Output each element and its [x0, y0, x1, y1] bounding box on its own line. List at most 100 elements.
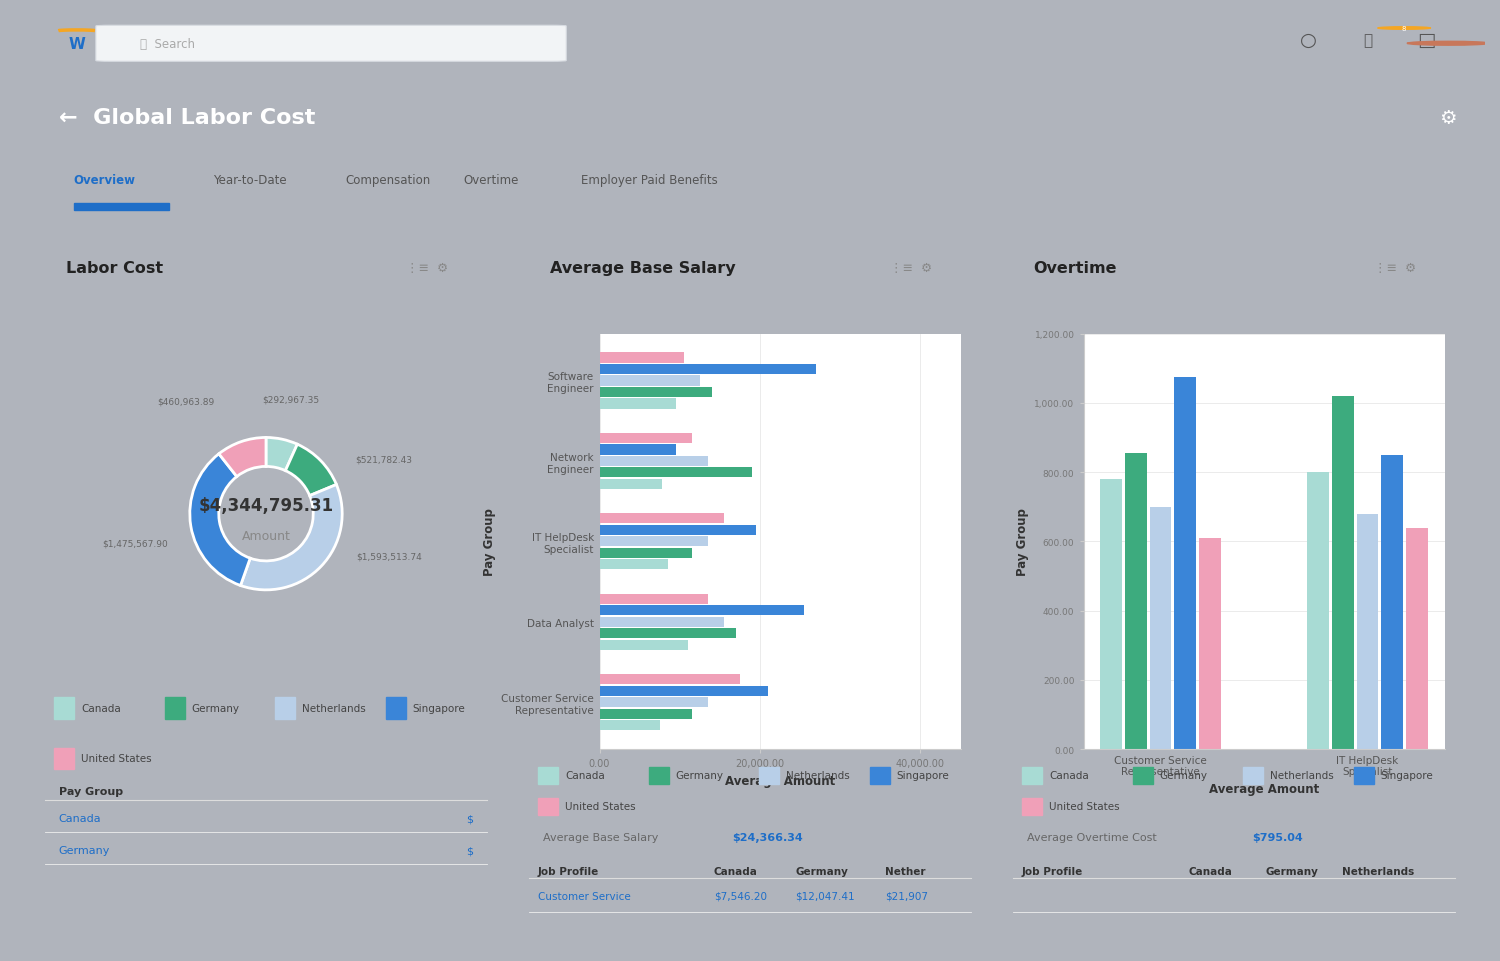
Bar: [386, 698, 406, 719]
Bar: [1406, 528, 1428, 750]
Bar: [1100, 480, 1122, 750]
Text: $1,475,567.90: $1,475,567.90: [102, 538, 168, 548]
Bar: [1132, 767, 1154, 784]
Text: Singapore: Singapore: [897, 770, 950, 780]
Text: Germany: Germany: [1266, 866, 1318, 875]
Wedge shape: [219, 438, 266, 477]
Text: Average Overtime Cost: Average Overtime Cost: [1026, 832, 1156, 843]
Text: Customer Service: Customer Service: [538, 891, 632, 900]
Bar: [600, 559, 668, 570]
Text: $: $: [466, 814, 474, 824]
Bar: [1244, 767, 1263, 784]
Text: Amount: Amount: [242, 529, 291, 542]
Text: 🔍  Search: 🔍 Search: [140, 37, 195, 51]
Text: Germany: Germany: [1160, 770, 1208, 780]
Text: Canada: Canada: [714, 866, 758, 875]
Bar: [600, 445, 675, 455]
Text: $1,593,513.74: $1,593,513.74: [357, 552, 423, 560]
Text: Netherlands: Netherlands: [786, 770, 850, 780]
Text: Job Profile: Job Profile: [538, 866, 600, 875]
Text: W: W: [69, 37, 86, 52]
Bar: [600, 605, 804, 616]
Text: Overtime: Overtime: [464, 174, 519, 187]
Text: Canada: Canada: [1048, 770, 1089, 780]
Text: Year-to-Date: Year-to-Date: [213, 174, 286, 187]
Bar: [600, 686, 768, 696]
Bar: [600, 399, 675, 409]
Text: Canada: Canada: [81, 703, 122, 713]
Text: $292,967.35: $292,967.35: [262, 396, 320, 405]
Text: ←  Global Labor Cost: ← Global Labor Cost: [58, 109, 315, 128]
Text: Average Base Salary: Average Base Salary: [549, 261, 735, 276]
Bar: [600, 640, 687, 651]
Text: Germany: Germany: [675, 770, 723, 780]
Bar: [1149, 507, 1172, 750]
Bar: [538, 798, 558, 816]
FancyBboxPatch shape: [96, 26, 567, 62]
Text: Pay Group: Pay Group: [58, 786, 123, 796]
Bar: [600, 387, 712, 398]
Text: 8: 8: [1402, 26, 1407, 32]
Bar: [600, 468, 752, 478]
Text: $: $: [466, 846, 474, 855]
Text: ⋮≡  ⚙: ⋮≡ ⚙: [406, 262, 448, 275]
Text: Canada: Canada: [566, 770, 604, 780]
Text: Germany: Germany: [192, 703, 240, 713]
Text: $795.04: $795.04: [1252, 832, 1304, 843]
Bar: [600, 480, 662, 489]
Wedge shape: [266, 438, 297, 471]
Bar: [600, 433, 692, 444]
Bar: [74, 204, 170, 210]
Text: Nether: Nether: [885, 866, 926, 875]
Y-axis label: Pay Group: Pay Group: [1016, 508, 1029, 576]
Text: Overview: Overview: [74, 174, 136, 187]
Text: Netherlands: Netherlands: [1270, 770, 1334, 780]
Text: $24,366.34: $24,366.34: [732, 832, 802, 843]
Bar: [870, 767, 889, 784]
Text: Singapore: Singapore: [413, 703, 465, 713]
Bar: [600, 537, 708, 547]
Bar: [274, 698, 296, 719]
Bar: [1353, 767, 1374, 784]
Bar: [1174, 378, 1197, 750]
Text: $12,047.41: $12,047.41: [795, 891, 855, 900]
Bar: [600, 709, 692, 719]
Wedge shape: [240, 485, 342, 590]
Text: $4,344,795.31: $4,344,795.31: [198, 496, 333, 514]
Bar: [600, 721, 660, 730]
Bar: [759, 767, 780, 784]
Text: Overtime: Overtime: [1034, 261, 1118, 276]
Y-axis label: Pay Group: Pay Group: [483, 508, 495, 576]
Text: Canada: Canada: [1190, 866, 1233, 875]
Text: $460,963.89: $460,963.89: [158, 397, 214, 406]
Bar: [600, 376, 700, 386]
Bar: [600, 594, 708, 604]
Text: Netherlands: Netherlands: [1342, 866, 1414, 875]
Bar: [1332, 397, 1353, 750]
Bar: [600, 698, 708, 707]
Text: ⋮≡  ⚙: ⋮≡ ⚙: [1374, 262, 1416, 275]
Text: Employer Paid Benefits: Employer Paid Benefits: [580, 174, 717, 187]
Text: Average Base Salary: Average Base Salary: [543, 832, 658, 843]
Text: United States: United States: [566, 801, 636, 811]
Text: $7,546.20: $7,546.20: [714, 891, 766, 900]
Bar: [648, 767, 669, 784]
Text: Compensation: Compensation: [345, 174, 430, 187]
Text: ○: ○: [1300, 32, 1317, 50]
Bar: [54, 748, 75, 770]
Text: Germany: Germany: [795, 866, 847, 875]
Bar: [1200, 538, 1221, 750]
Text: Labor Cost: Labor Cost: [66, 261, 162, 276]
Bar: [600, 617, 724, 628]
Bar: [600, 353, 684, 363]
Text: Canada: Canada: [58, 814, 100, 824]
Wedge shape: [285, 445, 336, 496]
Bar: [600, 526, 756, 535]
Text: ⚙: ⚙: [1440, 109, 1456, 128]
Bar: [600, 514, 724, 524]
Bar: [1306, 473, 1329, 750]
Bar: [1382, 456, 1404, 750]
Bar: [600, 548, 692, 558]
Bar: [165, 698, 184, 719]
Text: $521,782.43: $521,782.43: [356, 455, 413, 464]
